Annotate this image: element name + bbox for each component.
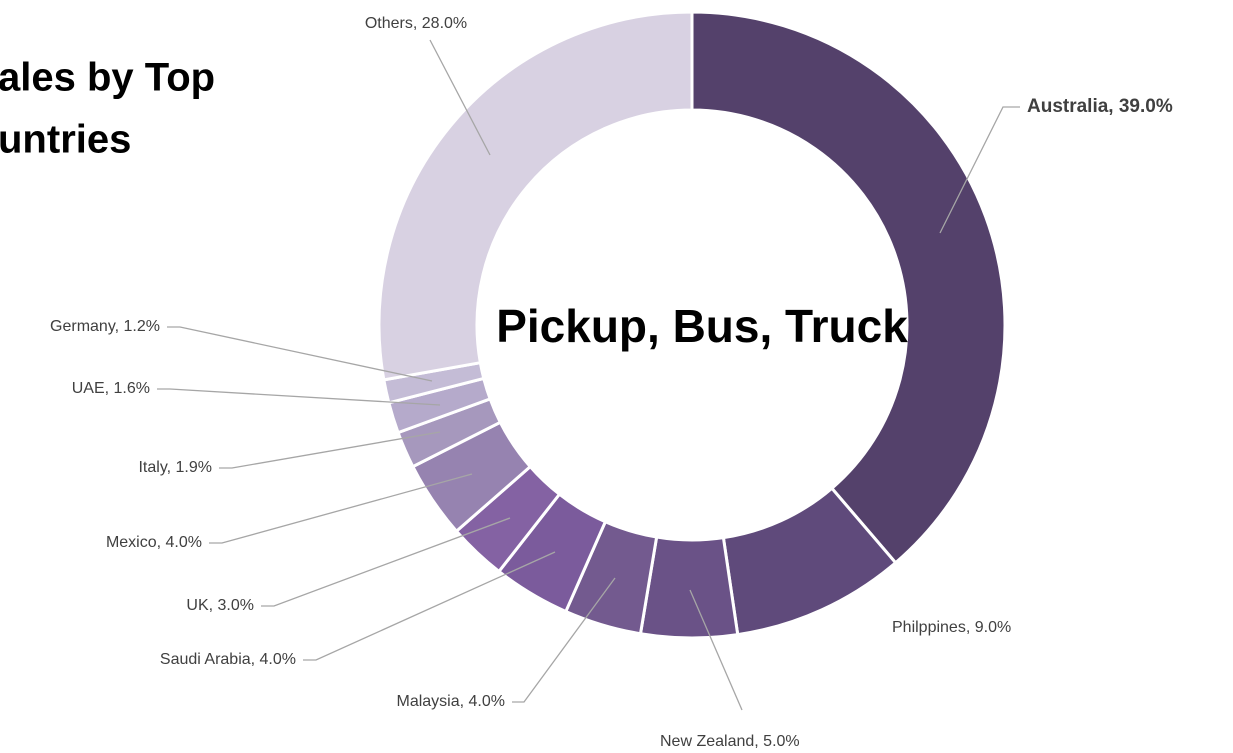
chart-title-line: ales by Top — [0, 56, 215, 100]
donut — [377, 10, 1007, 640]
leader-line — [689, 589, 743, 711]
donut-slice — [377, 10, 694, 382]
data-label: New Zealand, 5.0% — [660, 733, 800, 750]
leader-line — [939, 106, 1020, 234]
data-label: UAE, 1.6% — [72, 380, 150, 397]
leader-line — [261, 517, 511, 607]
data-label: Others, 28.0% — [365, 15, 467, 32]
data-label: Australia, 39.0% — [1027, 96, 1173, 117]
data-label: Italy, 1.9% — [138, 459, 212, 476]
center-label: Pickup, Bus, Truck — [496, 300, 908, 352]
data-label: Malaysia, 4.0% — [397, 693, 506, 710]
chart-title-line: untries — [0, 118, 131, 162]
data-label: Philppines, 9.0% — [892, 619, 1011, 636]
data-label: Germany, 1.2% — [50, 318, 160, 335]
leader-line — [167, 326, 433, 382]
leader-line — [209, 473, 473, 544]
leader-line — [512, 577, 616, 703]
data-label: UK, 3.0% — [186, 597, 254, 614]
leader-line — [303, 551, 556, 661]
donut-slice — [690, 10, 1007, 565]
leader-line — [219, 431, 441, 469]
leader-line — [157, 388, 441, 406]
leader-line — [429, 39, 491, 156]
data-label: Saudi Arabia, 4.0% — [160, 651, 296, 668]
data-label: Mexico, 4.0% — [106, 534, 202, 551]
leader-lines — [157, 39, 1020, 711]
